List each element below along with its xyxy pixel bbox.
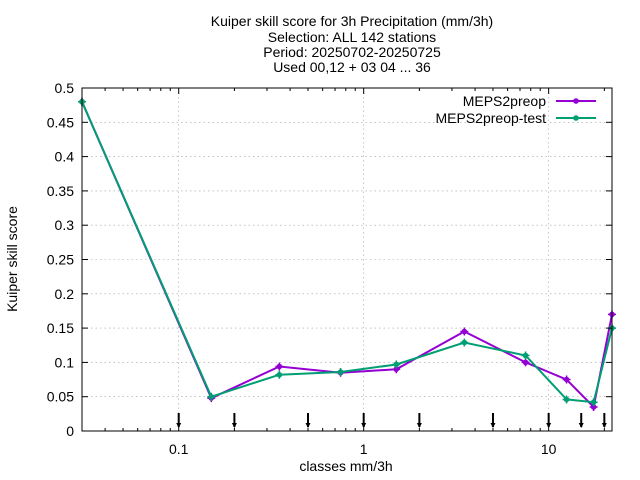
threshold-marker-head (305, 423, 311, 428)
data-point-cross (392, 360, 401, 369)
data-point-cross (275, 370, 284, 379)
legend-entry-label: MEPS2preop (463, 93, 546, 109)
data-point-cross (207, 392, 216, 401)
threshold-marker-head (490, 423, 496, 428)
y-axis-label: Kuiper skill score (4, 206, 20, 312)
title-line-3: Period: 20250702-20250725 (263, 44, 441, 60)
y-tick-label: 0.25 (47, 252, 74, 268)
y-tick-label: 0 (66, 423, 74, 439)
series-1 (78, 97, 616, 411)
x-tick-label: 10 (541, 441, 557, 457)
title-line-1: Kuiper skill score for 3h Precipitation … (211, 13, 493, 29)
x-tick-label: 1 (360, 441, 368, 457)
legend-swatch-point (573, 115, 579, 121)
data-point-cross (521, 358, 530, 367)
threshold-marker-head (231, 423, 237, 428)
y-tick-label: 0.15 (47, 320, 74, 336)
threshold-markers (176, 413, 607, 428)
data-point-cross (275, 362, 284, 371)
legend-entry-label: MEPS2preop-test (436, 110, 547, 126)
threshold-marker-head (416, 423, 422, 428)
y-tick-label: 0.5 (55, 80, 75, 96)
data-point-cross (562, 375, 571, 384)
y-tick-label: 0.1 (55, 354, 75, 370)
y-axis-ticks: 0 0.05 0.1 0.15 0.2 0.25 0.3 0.35 0.4 0.45 0.5 (47, 80, 612, 439)
title-line-2: Selection: ALL 142 stations (268, 29, 436, 45)
data-point-cross (562, 395, 571, 404)
data-point-cross (521, 351, 530, 360)
data-point-cross (336, 368, 345, 377)
series-2 (78, 97, 616, 407)
x-axis-ticks: 0.1 1 10 (81, 88, 605, 457)
x-axis-label: classes mm/3h (299, 458, 392, 474)
data-point-cross (589, 398, 598, 407)
threshold-marker-head (578, 423, 584, 428)
series-lines (78, 97, 616, 411)
data-point-cross (460, 338, 469, 347)
threshold-marker-head (601, 423, 607, 428)
series-line (81, 101, 613, 410)
chart-title: Kuiper skill score for 3h Precipitation … (211, 13, 493, 75)
y-tick-label: 0.35 (47, 183, 74, 199)
grid (82, 88, 612, 431)
y-tick-label: 0.4 (55, 149, 75, 165)
title-line-4: Used 00,12 + 03 04 ... 36 (273, 59, 431, 75)
y-tick-label: 0.2 (55, 286, 75, 302)
x-tick-label: 0.1 (169, 441, 189, 457)
y-tick-label: 0.3 (55, 217, 75, 233)
data-point-cross (460, 327, 469, 336)
y-tick-label: 0.05 (47, 389, 74, 405)
series-line (81, 101, 613, 404)
y-tick-label: 0.45 (47, 114, 74, 130)
legend-swatch-point (573, 98, 579, 104)
